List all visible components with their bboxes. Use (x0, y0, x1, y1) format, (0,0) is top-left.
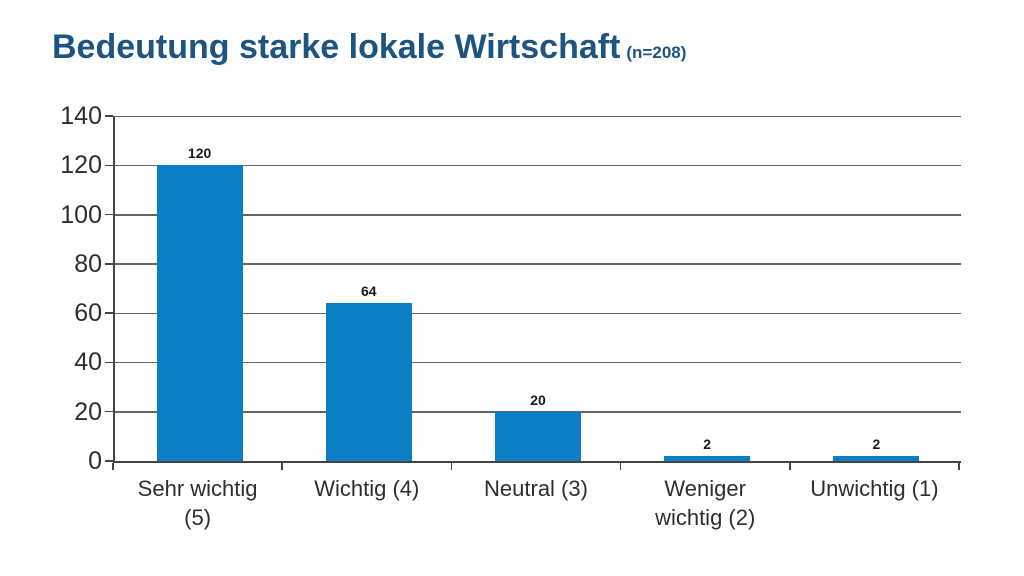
bar-value-label-1: 64 (360, 283, 377, 300)
y-axis-label-140: 140 (60, 102, 102, 130)
bar-value-label-3: 2 (703, 436, 712, 453)
y-tick-60 (105, 312, 113, 314)
x-axis-label-0: Sehr wichtig (5) (113, 474, 282, 532)
gridline-80 (115, 263, 961, 265)
x-axis-label-line: Unwichtig (1) (810, 476, 939, 501)
gridline-140 (115, 115, 961, 117)
y-tick-0 (105, 460, 113, 462)
x-axis-label-line: Neutral (3) (484, 476, 588, 501)
y-axis-label-100: 100 (60, 200, 102, 229)
chart-title-text: Bedeutung starke lokale Wirtschaft (52, 28, 621, 66)
x-tick-2 (450, 463, 453, 470)
x-tick-1 (281, 463, 283, 470)
x-axis-label-2: Neutral (3) (451, 474, 620, 503)
y-tick-40 (105, 361, 113, 364)
x-tick-3 (619, 463, 622, 470)
y-tick-140 (105, 115, 113, 117)
x-axis-label-line: Wichtig (4) (314, 476, 420, 501)
bar-1 (325, 303, 412, 461)
gridline-100 (115, 214, 961, 216)
plot-area: 120 64 20 2 2 (113, 115, 961, 463)
y-tick-80 (105, 263, 113, 265)
bar-value-label-2: 20 (530, 391, 546, 408)
gridline-60 (115, 312, 961, 315)
bar-4 (833, 456, 920, 461)
bar-0 (156, 165, 243, 461)
gridline-120 (115, 164, 961, 167)
x-axis-label-line: (5) (184, 505, 212, 530)
x-axis-label-1: Wichtig (4) (282, 474, 451, 503)
y-tick-100 (105, 213, 113, 216)
y-axis-label-80: 80 (74, 249, 102, 278)
gridline-40 (115, 361, 961, 364)
x-axis-label-line: Weniger (664, 476, 746, 501)
y-axis-label-20: 20 (74, 397, 102, 426)
page-title: Bedeutung starke lokale Wirtschaft (n=208… (52, 28, 686, 67)
bar-value-label-0: 120 (187, 145, 212, 162)
bar-3 (664, 456, 751, 461)
y-axis-label-0: 0 (88, 447, 102, 475)
x-tick-5 (958, 463, 960, 470)
x-axis-label-3: Weniger wichtig (2) (621, 474, 790, 532)
x-tick-4 (789, 463, 791, 470)
bar-2 (495, 411, 581, 461)
y-axis-label-40: 40 (74, 348, 102, 377)
y-tick-120 (105, 164, 113, 167)
x-tick-0 (112, 463, 114, 470)
y-axis-label-60: 60 (74, 299, 102, 328)
sample-size-label: (n=208) (626, 43, 687, 62)
y-axis-label-120: 120 (60, 151, 102, 180)
bar-value-label-4: 2 (872, 436, 881, 453)
x-axis-label-4: Unwichtig (1) (790, 474, 959, 503)
x-axis-label-line: wichtig (2) (655, 505, 756, 530)
x-axis-label-line: Sehr wichtig (137, 476, 258, 501)
y-tick-20 (105, 410, 113, 413)
